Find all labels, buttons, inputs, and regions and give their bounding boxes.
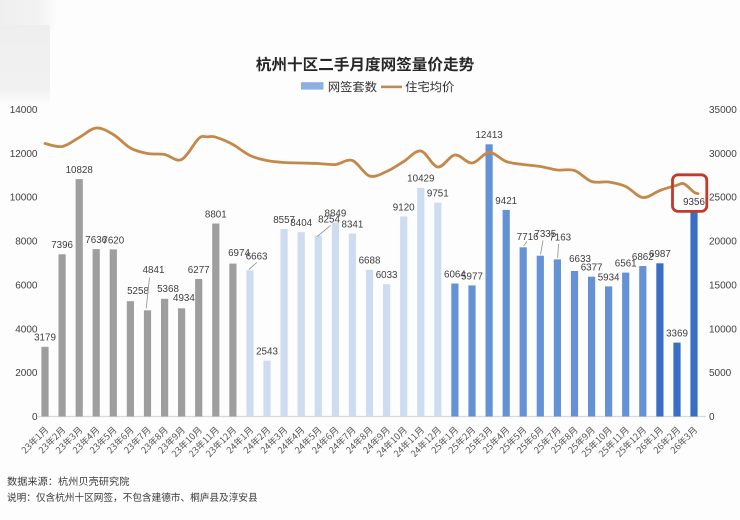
svg-text:3369: 3369 [666, 329, 688, 340]
svg-text:6633: 6633 [569, 254, 591, 265]
svg-text:10000: 10000 [10, 193, 38, 204]
svg-text:4841: 4841 [143, 265, 165, 276]
svg-text:5000: 5000 [709, 368, 732, 379]
svg-text:5977: 5977 [461, 271, 483, 282]
svg-text:8557: 8557 [273, 215, 295, 226]
svg-text:9751: 9751 [427, 189, 449, 200]
svg-text:5368: 5368 [157, 284, 179, 295]
svg-text:0: 0 [32, 412, 38, 423]
svg-text:15000: 15000 [709, 280, 737, 291]
svg-text:8000: 8000 [15, 237, 38, 248]
svg-text:35000: 35000 [709, 105, 737, 116]
svg-text:10828: 10828 [66, 165, 94, 176]
svg-text:5934: 5934 [598, 272, 620, 283]
svg-text:4934: 4934 [173, 293, 195, 304]
svg-text:6688: 6688 [359, 256, 381, 267]
svg-text:3179: 3179 [34, 333, 56, 344]
svg-text:6663: 6663 [246, 252, 268, 263]
svg-text:6000: 6000 [15, 280, 38, 291]
svg-text:6862: 6862 [632, 252, 654, 263]
svg-text:0: 0 [709, 412, 715, 423]
svg-text:25000: 25000 [709, 193, 737, 204]
svg-text:8404: 8404 [290, 218, 312, 229]
svg-text:8254: 8254 [318, 214, 340, 225]
svg-text:12000: 12000 [10, 149, 38, 160]
svg-text:9421: 9421 [495, 196, 517, 207]
svg-text:7636: 7636 [85, 235, 107, 246]
svg-text:10429: 10429 [407, 174, 434, 185]
svg-text:2543: 2543 [256, 347, 278, 358]
svg-text:4000: 4000 [15, 324, 38, 335]
svg-text:20000: 20000 [709, 237, 737, 248]
svg-text:6064: 6064 [444, 269, 466, 280]
svg-text:7716: 7716 [517, 232, 539, 243]
svg-text:12413: 12413 [475, 130, 503, 141]
svg-text:10000: 10000 [709, 324, 737, 335]
svg-text:6033: 6033 [376, 270, 398, 281]
svg-text:2000: 2000 [15, 368, 38, 379]
svg-text:7335: 7335 [534, 229, 556, 240]
svg-text:14000: 14000 [10, 105, 38, 116]
svg-text:5258: 5258 [127, 286, 149, 297]
svg-text:30000: 30000 [709, 149, 737, 160]
svg-text:8801: 8801 [205, 209, 227, 220]
svg-text:9120: 9120 [393, 202, 415, 213]
svg-text:8849: 8849 [325, 208, 347, 219]
svg-text:8341: 8341 [342, 220, 364, 231]
svg-text:6277: 6277 [188, 265, 210, 276]
svg-text:7163: 7163 [549, 233, 571, 244]
svg-text:9356: 9356 [683, 197, 705, 208]
svg-text:6987: 6987 [649, 249, 671, 260]
svg-text:6974: 6974 [228, 248, 250, 259]
svg-text:6561: 6561 [615, 259, 637, 270]
svg-text:6377: 6377 [581, 263, 603, 274]
svg-text:7620: 7620 [102, 235, 124, 246]
svg-text:7396: 7396 [51, 240, 73, 251]
